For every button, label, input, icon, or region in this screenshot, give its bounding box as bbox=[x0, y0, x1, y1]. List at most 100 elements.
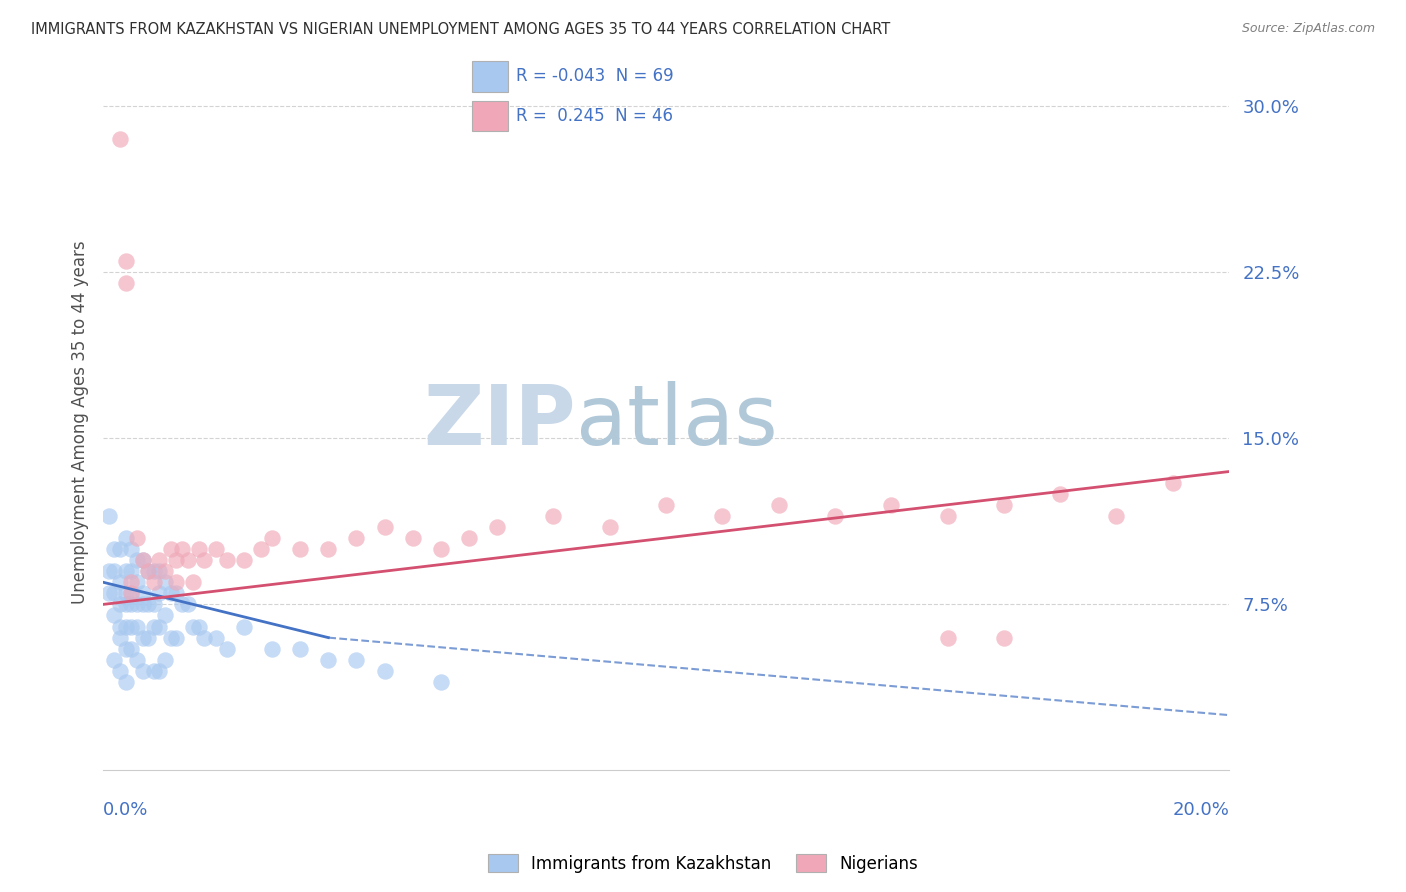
Point bbox=[318, 653, 340, 667]
Point bbox=[125, 531, 148, 545]
Point bbox=[153, 564, 176, 578]
Point bbox=[120, 598, 142, 612]
Point bbox=[120, 641, 142, 656]
Point bbox=[125, 653, 148, 667]
Point bbox=[114, 619, 136, 633]
Point bbox=[114, 586, 136, 600]
Point bbox=[193, 631, 215, 645]
Point bbox=[159, 586, 181, 600]
Text: Source: ZipAtlas.com: Source: ZipAtlas.com bbox=[1241, 22, 1375, 36]
Point bbox=[170, 598, 193, 612]
Point bbox=[458, 531, 481, 545]
Point bbox=[543, 508, 565, 523]
Point bbox=[165, 586, 187, 600]
Point bbox=[288, 542, 311, 557]
Point bbox=[159, 631, 181, 645]
Point bbox=[114, 641, 136, 656]
FancyBboxPatch shape bbox=[472, 101, 508, 131]
Point bbox=[131, 631, 153, 645]
Point bbox=[108, 619, 131, 633]
Point bbox=[260, 641, 283, 656]
Point bbox=[170, 542, 193, 557]
Point bbox=[148, 553, 170, 567]
Point bbox=[103, 586, 125, 600]
Point bbox=[131, 598, 153, 612]
Point bbox=[142, 619, 165, 633]
Point bbox=[193, 553, 215, 567]
Point bbox=[187, 542, 209, 557]
Point bbox=[131, 553, 153, 567]
FancyBboxPatch shape bbox=[472, 62, 508, 92]
Point bbox=[346, 531, 368, 545]
Point bbox=[120, 542, 142, 557]
Point bbox=[114, 598, 136, 612]
Point bbox=[159, 542, 181, 557]
Point bbox=[993, 498, 1015, 512]
Point bbox=[108, 664, 131, 678]
Point bbox=[97, 586, 120, 600]
Point bbox=[768, 498, 790, 512]
Point bbox=[249, 542, 271, 557]
Point bbox=[125, 619, 148, 633]
Point bbox=[430, 542, 453, 557]
Point bbox=[148, 586, 170, 600]
Point bbox=[142, 664, 165, 678]
Point bbox=[120, 586, 142, 600]
Point bbox=[136, 564, 159, 578]
Point bbox=[711, 508, 734, 523]
Point bbox=[136, 631, 159, 645]
Text: IMMIGRANTS FROM KAZAKHSTAN VS NIGERIAN UNEMPLOYMENT AMONG AGES 35 TO 44 YEARS CO: IMMIGRANTS FROM KAZAKHSTAN VS NIGERIAN U… bbox=[31, 22, 890, 37]
Point bbox=[181, 619, 204, 633]
Point bbox=[232, 619, 254, 633]
Point bbox=[114, 531, 136, 545]
Point bbox=[131, 553, 153, 567]
Point bbox=[1105, 508, 1128, 523]
Point bbox=[880, 498, 903, 512]
Point bbox=[165, 631, 187, 645]
Point bbox=[204, 631, 226, 645]
Point bbox=[187, 619, 209, 633]
Text: ZIP: ZIP bbox=[423, 381, 576, 462]
Y-axis label: Unemployment Among Ages 35 to 44 years: Unemployment Among Ages 35 to 44 years bbox=[72, 240, 89, 604]
Text: 0.0%: 0.0% bbox=[103, 801, 149, 819]
Point bbox=[148, 619, 170, 633]
Point bbox=[148, 664, 170, 678]
Point bbox=[142, 598, 165, 612]
Point bbox=[655, 498, 678, 512]
Text: 20.0%: 20.0% bbox=[1173, 801, 1229, 819]
Point bbox=[136, 564, 159, 578]
Point bbox=[97, 564, 120, 578]
Point bbox=[402, 531, 425, 545]
Point bbox=[108, 598, 131, 612]
Point bbox=[153, 653, 176, 667]
Legend: Immigrants from Kazakhstan, Nigerians: Immigrants from Kazakhstan, Nigerians bbox=[481, 847, 925, 880]
Point bbox=[103, 564, 125, 578]
Point bbox=[993, 631, 1015, 645]
Point bbox=[148, 564, 170, 578]
Point bbox=[103, 542, 125, 557]
Point bbox=[120, 564, 142, 578]
Point bbox=[1161, 475, 1184, 490]
Point bbox=[599, 520, 621, 534]
Text: R = -0.043  N = 69: R = -0.043 N = 69 bbox=[516, 68, 673, 86]
Point bbox=[142, 575, 165, 590]
Point bbox=[215, 553, 238, 567]
Point bbox=[936, 508, 959, 523]
Text: atlas: atlas bbox=[576, 381, 778, 462]
Point bbox=[125, 575, 148, 590]
Point bbox=[318, 542, 340, 557]
Point bbox=[288, 641, 311, 656]
Point bbox=[131, 664, 153, 678]
Point bbox=[120, 575, 142, 590]
Point bbox=[936, 631, 959, 645]
Point bbox=[136, 598, 159, 612]
Point bbox=[165, 575, 187, 590]
Point bbox=[165, 553, 187, 567]
Point bbox=[103, 653, 125, 667]
Point bbox=[1049, 486, 1071, 500]
Point bbox=[176, 598, 198, 612]
Point bbox=[204, 542, 226, 557]
Point bbox=[114, 254, 136, 268]
Point bbox=[142, 564, 165, 578]
Point bbox=[125, 553, 148, 567]
